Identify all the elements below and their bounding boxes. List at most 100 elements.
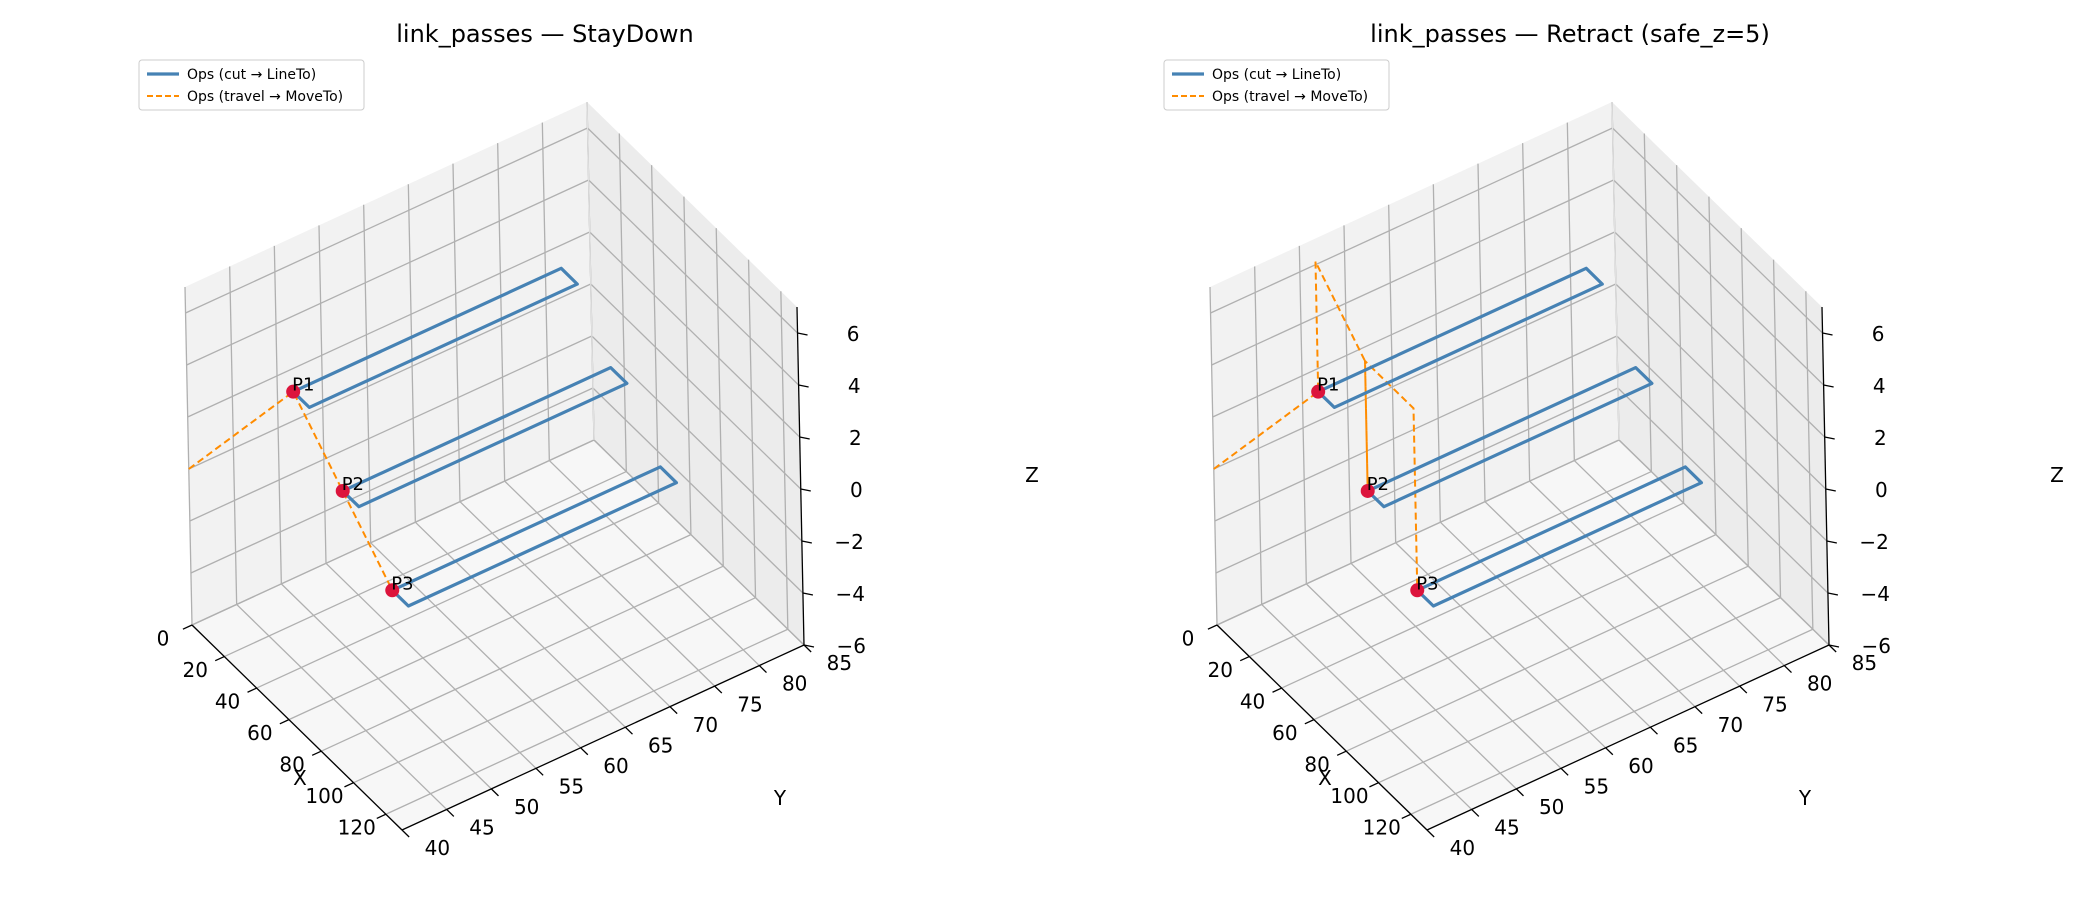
z-tick-label: 4 bbox=[848, 374, 861, 398]
legend-box bbox=[138, 59, 365, 111]
grid-line-z-side bbox=[1216, 439, 1620, 626]
z-tick bbox=[1827, 592, 1839, 596]
x-tick-label: 120 bbox=[1363, 816, 1401, 840]
z-tick bbox=[800, 488, 811, 492]
x-tick-label: 20 bbox=[183, 658, 208, 682]
z-tick-label: 6 bbox=[847, 322, 860, 346]
grid-line-x-back bbox=[650, 165, 660, 504]
x-tick bbox=[214, 655, 225, 662]
grid-line-x-floor bbox=[385, 628, 789, 815]
z-tick-label: −2 bbox=[834, 530, 863, 554]
grid-line-z-back bbox=[1615, 283, 1827, 490]
grid-line-x-floor bbox=[1281, 502, 1684, 689]
grid-line-x-floor bbox=[224, 470, 627, 658]
x-tick-label: 120 bbox=[338, 816, 376, 840]
pane-edge bbox=[586, 101, 595, 441]
grid-line-y-floor bbox=[236, 603, 448, 810]
grid-line-y-side bbox=[1209, 286, 1218, 626]
grid-line-z-side bbox=[189, 335, 593, 522]
grid-line-y-side bbox=[184, 286, 193, 626]
grid-line-x-back bbox=[683, 196, 692, 535]
x-axis-label: X bbox=[1318, 766, 1332, 790]
y-tick-label: 50 bbox=[1539, 795, 1564, 819]
z-tick-label: −2 bbox=[1859, 530, 1888, 554]
cut-path bbox=[292, 266, 579, 409]
x-axis-line bbox=[1216, 624, 1428, 831]
grid-line-y-side bbox=[1432, 184, 1441, 523]
y-tick bbox=[1471, 808, 1480, 817]
z-tick bbox=[799, 436, 810, 440]
x-tick bbox=[1369, 782, 1379, 788]
y-tick-label: 60 bbox=[1628, 754, 1653, 778]
point-label: P2 bbox=[1367, 474, 1389, 495]
z-tick-label: −6 bbox=[837, 634, 866, 658]
y-tick-label: 75 bbox=[1762, 692, 1787, 716]
z-tick-label: −4 bbox=[1860, 582, 1889, 606]
grid-line-z-back bbox=[593, 439, 805, 646]
x-tick bbox=[1304, 719, 1315, 725]
cut-path bbox=[1366, 366, 1654, 509]
grid-line-y-side bbox=[407, 184, 416, 523]
axis-lines bbox=[1216, 306, 1830, 831]
point-marker bbox=[335, 483, 350, 498]
y-tick-label: 80 bbox=[782, 672, 807, 696]
grid-line-y-side bbox=[1566, 122, 1575, 461]
y-tick-label: 65 bbox=[1673, 733, 1698, 757]
z-tick bbox=[1823, 384, 1834, 388]
y-tick bbox=[1649, 726, 1658, 735]
grid-line-z-back bbox=[590, 283, 802, 490]
z-axis-line bbox=[1821, 306, 1830, 646]
x-tick-label: 80 bbox=[1304, 753, 1329, 777]
z-axis-label: Z bbox=[2050, 463, 2064, 487]
panel-staydown: link_passes — StayDown 02040608010012040… bbox=[138, 20, 1039, 860]
y-tick-label: 40 bbox=[425, 836, 450, 860]
grid-line-y-floor bbox=[1261, 603, 1473, 810]
grid-line-y-side bbox=[363, 204, 372, 543]
grid-line-x-back bbox=[1643, 133, 1652, 472]
grid-line-x-floor bbox=[320, 565, 724, 752]
y-tick bbox=[1783, 665, 1792, 674]
x-tick bbox=[344, 782, 354, 788]
y-tick bbox=[714, 685, 723, 694]
x-tick-label: 60 bbox=[247, 721, 272, 745]
grid-line-x-floor bbox=[1249, 470, 1652, 658]
z-axis-label: Z bbox=[1025, 463, 1039, 487]
grid-line-x-back bbox=[618, 133, 627, 472]
grid-line-z-back bbox=[1618, 439, 1830, 646]
x-tick bbox=[376, 813, 387, 820]
z-tick bbox=[802, 592, 814, 596]
grid-line-x-floor bbox=[1313, 534, 1717, 721]
x-tick bbox=[1207, 624, 1218, 630]
z-tick bbox=[798, 384, 809, 388]
data-series bbox=[188, 266, 679, 608]
grid-line-x-back bbox=[1740, 228, 1749, 567]
cut-path bbox=[1317, 266, 1604, 409]
y-tick-label: 60 bbox=[603, 754, 628, 778]
z-tick-label: 0 bbox=[850, 478, 863, 502]
point-label: P3 bbox=[1416, 573, 1438, 594]
cut-path bbox=[341, 366, 629, 509]
x-tick bbox=[1272, 687, 1282, 693]
x-axis-line bbox=[191, 624, 403, 831]
y-tick bbox=[1560, 767, 1569, 776]
x-tick-label: 60 bbox=[1272, 721, 1297, 745]
grid-line-y-side bbox=[497, 143, 506, 482]
grid-line-x-floor bbox=[353, 597, 756, 784]
y-axis-label: Y bbox=[1798, 786, 1812, 810]
point-label: P2 bbox=[342, 474, 364, 495]
grid-line-x-back bbox=[1708, 196, 1717, 535]
panes bbox=[1210, 102, 1829, 830]
pane-edges bbox=[1611, 101, 1620, 441]
x-tick-label: 100 bbox=[1330, 784, 1368, 808]
grid-line-y-side bbox=[1477, 163, 1486, 502]
y-tick-label: 55 bbox=[1584, 774, 1609, 798]
grid-line-y-floor bbox=[548, 460, 760, 667]
grid-line-y-side bbox=[318, 225, 327, 564]
point-marker bbox=[286, 384, 301, 399]
grid-line-y-side bbox=[1298, 245, 1307, 584]
y-tick-label: 45 bbox=[469, 816, 494, 840]
grid-line-y-floor bbox=[1439, 521, 1651, 728]
grid-line-z-back bbox=[589, 231, 801, 438]
pane-back-yz bbox=[185, 102, 594, 625]
grid-line-z-back bbox=[588, 179, 800, 386]
